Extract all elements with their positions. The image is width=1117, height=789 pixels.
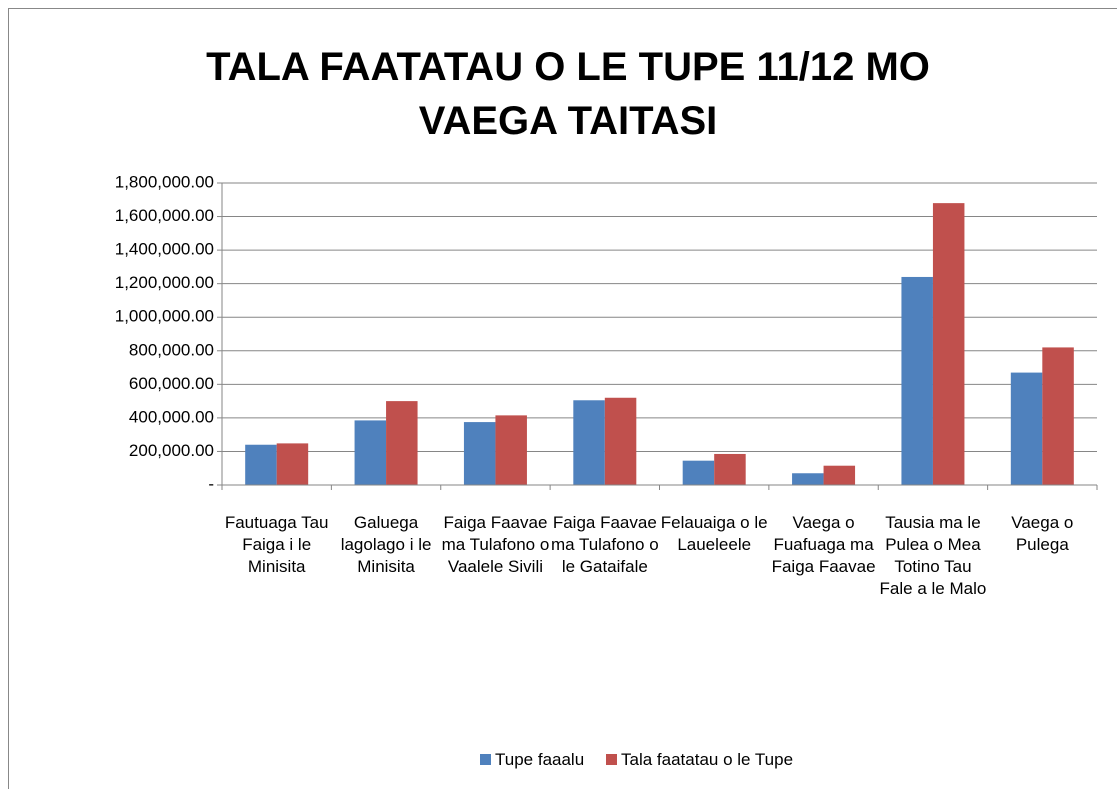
bar [714,453,746,485]
y-tick-label: 200,000.00 [129,441,214,460]
bar [682,460,715,485]
y-tick-label: 600,000.00 [129,374,214,393]
x-tick-label: Faiga Faavae ma Tulafono o le Gataifale [550,513,659,576]
y-tick-label: 1,800,000.00 [115,172,214,191]
legend-swatch [606,754,617,765]
bar [792,473,824,485]
y-tick-label: 1,000,000.00 [115,307,214,326]
bar [901,276,933,485]
y-tick-label: 1,400,000.00 [115,240,214,259]
x-tick-label: Faiga Faavae ma Tulafono o Vaalele Sivil… [441,513,550,576]
y-tick-label: 1,600,000.00 [115,206,214,225]
bar [573,400,605,485]
bar [823,465,856,485]
bar [276,443,309,485]
x-tick-label: Felauaiga o le Laueleele [660,513,768,554]
x-tick-label: Fautuaga Tau Faiga i le Minisita [224,513,329,576]
bar [245,444,277,485]
legend-label: Tala faatatau o le Tupe [621,750,794,769]
bar [463,422,496,485]
bar [604,397,637,485]
bar [354,420,387,485]
y-tick-label: 800,000.00 [129,340,214,359]
legend-label: Tupe faaalu [495,750,585,769]
bar [932,203,965,485]
y-tick-label: - [208,474,214,493]
x-tick-label: Tausia ma le Pulea o Mea Totino Tau Fale… [879,513,987,598]
x-tick-label: Galuega lagolago i le Minisita [340,513,432,576]
y-tick-label: 1,200,000.00 [115,273,214,292]
x-tick-label: Vaega o Fuafuaga ma Faiga Faavae [771,513,876,576]
x-tick-label: Vaega o Pulega [1011,513,1074,554]
bar [386,401,418,485]
chart-title: TALA FAATATAU O LE TUPE 11/12 MO VAEGA T… [206,45,930,143]
bar [1010,372,1043,485]
y-tick-label: 400,000.00 [129,407,214,426]
legend-swatch [480,754,491,765]
bar [1042,347,1074,485]
bar [495,415,527,485]
